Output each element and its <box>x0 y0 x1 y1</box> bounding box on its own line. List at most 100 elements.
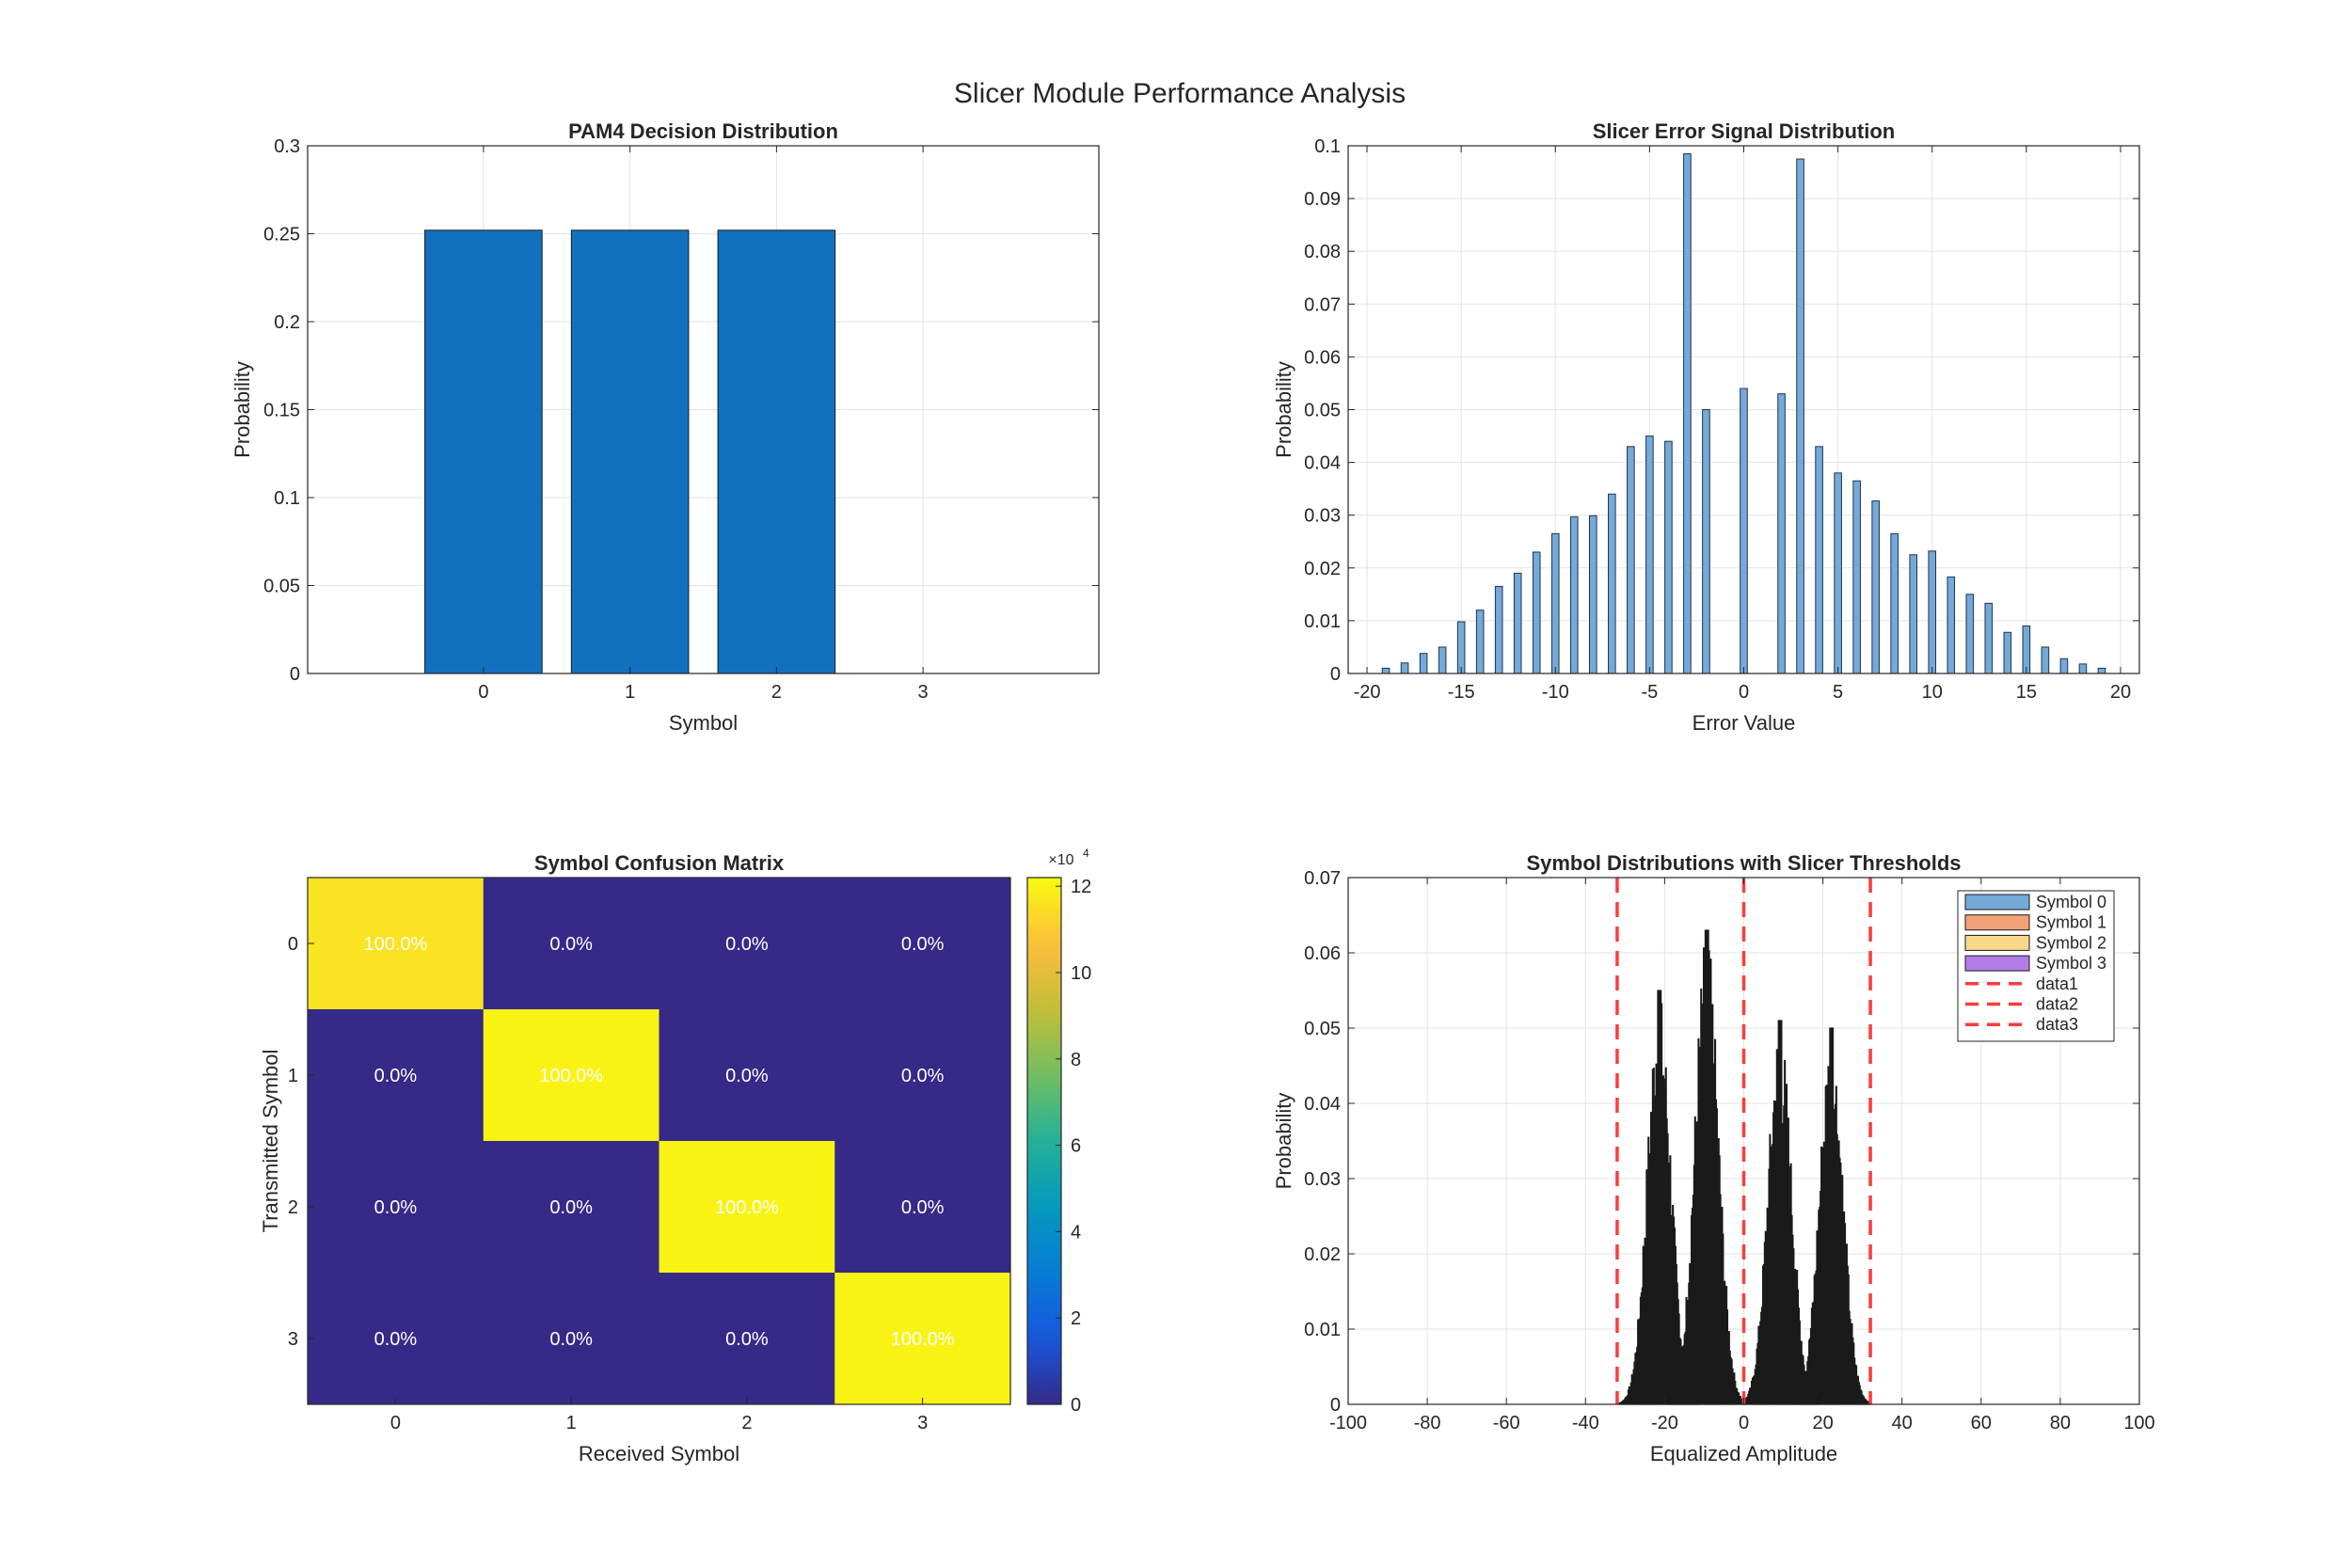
y-tick-label: 0.06 <box>1304 943 1341 964</box>
axes-box <box>307 877 1011 1405</box>
error-bar <box>1834 472 1842 674</box>
legend-swatch <box>1964 934 2030 951</box>
matrix-cell-label: 100.0% <box>715 1197 779 1218</box>
y-tick-label: 0.2 <box>274 312 300 333</box>
y-tick-label: 0.08 <box>1304 242 1341 262</box>
colorbar-tick-label: 12 <box>1071 877 1091 897</box>
error-bar <box>1815 446 1823 674</box>
y-tick-label: 0 <box>1330 664 1341 685</box>
y-tick-label: 3 <box>288 1329 298 1350</box>
error-bar <box>1438 646 1447 674</box>
y-tick-label: 0.25 <box>263 225 300 245</box>
matrix-cell <box>659 1141 835 1274</box>
x-tick-label: -40 <box>1572 1413 1599 1433</box>
y-tick-label: 0.05 <box>1304 401 1341 421</box>
error-bar <box>1702 409 1710 674</box>
error-bar <box>2041 646 2050 674</box>
matrix-cell <box>659 1009 835 1142</box>
matrix-cell <box>834 878 1011 1010</box>
x-axis-label: Received Symbol <box>579 1442 739 1465</box>
x-tick-label: 20 <box>2110 682 2131 703</box>
matrix-cell-label: 0.0% <box>725 934 769 955</box>
x-tick-label: 0 <box>390 1413 401 1433</box>
matrix-cell-label: 100.0% <box>363 934 427 955</box>
error-bar <box>2022 626 2031 674</box>
x-tick-label: 15 <box>2016 682 2037 703</box>
error-bar <box>1777 393 1786 674</box>
error-bar <box>1683 152 1692 674</box>
pam4-decision-axes: 0 1 2 3 0 0.05 0.1 0.15 0.2 0.25 0.3 PAM4 Decision … <box>230 119 1100 735</box>
error-bar <box>1965 594 1975 674</box>
y-tick-label: 0.1 <box>1314 136 1341 157</box>
error-bar <box>1608 493 1616 674</box>
error-bar <box>1419 653 1428 674</box>
y-tick-label: 0 <box>290 664 300 685</box>
colorbar-tick-label: 0 <box>1071 1395 1081 1416</box>
error-bar <box>2059 657 2069 674</box>
matrix-cell <box>483 1273 660 1405</box>
y-tick-label: 0 <box>1330 1395 1341 1416</box>
error-bar <box>1494 585 1503 674</box>
error-bar <box>2003 631 2012 674</box>
x-tick-label: 5 <box>1833 682 1843 703</box>
matrix-cell <box>308 878 485 1010</box>
colorbar-tick-label: 6 <box>1071 1136 1081 1157</box>
legend-label: Symbol 0 <box>2036 893 2106 911</box>
matrix-cell <box>483 878 660 1010</box>
matrix-cell <box>483 1009 660 1142</box>
colorbar-tick-label: 4 <box>1071 1222 1081 1243</box>
matrix-cell <box>308 1273 485 1405</box>
error-bar <box>1456 621 1466 674</box>
y-tick-label: 0.05 <box>263 577 300 597</box>
matrix-cell-label: 0.0% <box>725 1329 769 1350</box>
colorbar-tick-label: 2 <box>1071 1308 1081 1329</box>
x-tick-label: 1 <box>566 1413 577 1433</box>
error-bar <box>1645 436 1654 674</box>
x-tick-label: -15 <box>1448 682 1475 703</box>
matrix-cell <box>308 1009 485 1142</box>
x-tick-label: -10 <box>1542 682 1569 703</box>
error-bar <box>1928 550 1937 674</box>
y-tick-label: 0.01 <box>1304 611 1341 632</box>
matrix-cell <box>834 1273 1011 1405</box>
y-tick-label: 0.03 <box>1304 1169 1341 1190</box>
error-bar <box>1890 532 1899 674</box>
x-tick-label: 60 <box>1971 1413 1992 1433</box>
y-axis-label: Probability <box>1272 1093 1295 1190</box>
y-tick-label: 0.04 <box>1304 1094 1341 1115</box>
x-tick-label: -5 <box>1641 682 1658 703</box>
error-bar <box>1984 602 1994 674</box>
y-axis-label: Probability <box>230 361 254 458</box>
matrix-cell-label: 0.0% <box>549 1197 593 1218</box>
y-tick-label: 0.05 <box>1304 1019 1341 1039</box>
matrix-cell-label: 0.0% <box>901 1066 945 1086</box>
matrix-cell-label: 100.0% <box>891 1329 955 1350</box>
confusion-matrix-axes: 100.0% 0.0% 0.0% 0.0%0.0% 100.0% 0.0% 0.0%0.0%… <box>259 847 1091 1465</box>
x-tick-label: -20 <box>1354 682 1381 703</box>
legend-label: data1 <box>2036 974 2078 993</box>
colorbar-tick-label: 10 <box>1071 963 1091 984</box>
y-tick-label: 0.15 <box>263 401 300 421</box>
bar-symbol-1 <box>570 230 690 674</box>
y-tick-label: 0.03 <box>1304 506 1341 527</box>
matrix-cell <box>308 1141 485 1274</box>
error-bar <box>1664 440 1673 674</box>
x-tick-label: 1 <box>625 682 635 703</box>
bar-symbol-0 <box>424 230 543 674</box>
matrix-cell <box>834 1141 1011 1274</box>
error-bar <box>1947 576 1956 674</box>
legend-label: data3 <box>2036 1015 2078 1034</box>
error-bar <box>1589 515 1597 674</box>
x-tick-label: 0 <box>1739 1413 1749 1433</box>
x-tick-label: 3 <box>917 1413 928 1433</box>
colorbar-tick-label: 8 <box>1071 1050 1081 1070</box>
error-bar <box>1740 388 1748 674</box>
x-tick-label: -100 <box>1329 1413 1367 1433</box>
matrix-cell <box>659 1273 835 1405</box>
x-tick-label: 100 <box>2123 1413 2154 1433</box>
y-tick-label: 0.07 <box>1304 868 1341 889</box>
matrix-cell-label: 0.0% <box>374 1066 418 1086</box>
y-tick-label: 0.1 <box>274 488 300 509</box>
